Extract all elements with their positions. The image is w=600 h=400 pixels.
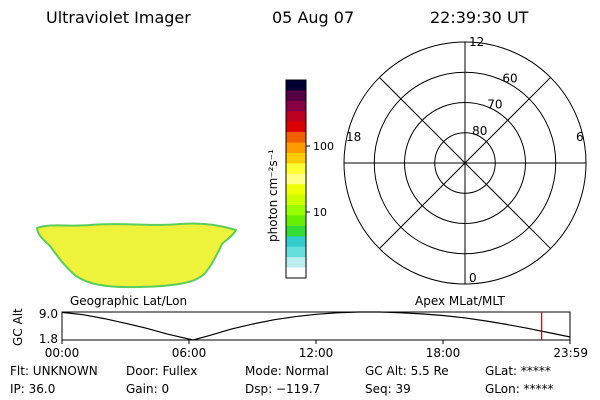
time-label: 22:39:30 UT: [430, 8, 529, 27]
colorbar-segment: [286, 215, 306, 227]
colorbar-segment: [286, 173, 306, 185]
glon-readout: GLon: *****: [485, 382, 554, 396]
date-label: 05 Aug 07: [272, 8, 355, 27]
map-label: Geographic Lat/Lon: [70, 294, 188, 308]
colorbar-segment: [286, 194, 306, 206]
altitude-plot: 9.0 1.8 GC Alt 00:00 06:00 12:00 18:00 23:59: [11, 307, 588, 360]
alt-xtick-label: 18:00: [426, 346, 461, 360]
alt-curve: [61, 311, 570, 341]
alt-xtick-label: 00:00: [45, 346, 80, 360]
polar-diagonal: [379, 77, 551, 249]
door-readout: Door: Fullex: [126, 364, 198, 378]
colorbar-segment: [286, 90, 306, 102]
colorbar-segment: [286, 121, 306, 133]
mlat-label-70: 70: [487, 98, 502, 112]
mlt-label-dusk: 18: [346, 130, 361, 144]
colorbar-tick-label: 100: [313, 140, 334, 153]
alt-xtick-label: 06:00: [172, 346, 207, 360]
alt-xtick-label: 12:00: [299, 346, 334, 360]
colorbar-segment: [286, 100, 306, 112]
alt-ymin-label: 1.8: [39, 332, 58, 346]
colorbar-segment: [286, 184, 306, 196]
alt-ymax-label: 9.0: [39, 307, 58, 321]
glat-readout: GLat: *****: [485, 364, 551, 378]
mlat-label-60: 60: [502, 71, 517, 85]
dsp-readout: Dsp: −119.7: [245, 382, 321, 396]
seq-readout: Seq: 39: [365, 382, 411, 396]
colorbar-segment: [286, 205, 306, 216]
colorbar-segment: [286, 246, 306, 258]
colorbar-label: photon cm⁻²s⁻¹: [266, 149, 280, 242]
colorbar-segment: [286, 163, 306, 175]
colorbar-segment: [286, 80, 306, 91]
mlt-label-dawn: 6: [576, 130, 584, 144]
colorbar-segment: [286, 236, 306, 248]
gc-alt-readout: GC Alt: 5.5 Re: [365, 364, 449, 378]
colorbar-segment: [286, 152, 306, 164]
colorbar: 100 10: [285, 79, 334, 279]
geographic-map: [35, 222, 238, 289]
colorbar-segment: [286, 111, 306, 123]
gain-readout: Gain: 0: [126, 382, 170, 396]
colorbar-segment: [286, 132, 306, 144]
filter-readout: Flt: UNKNOWN: [10, 364, 98, 378]
colorbar-segment: [286, 257, 306, 269]
mode-readout: Mode: Normal: [245, 364, 329, 378]
ip-readout: IP: 36.0: [10, 382, 56, 396]
colorbar-segment: [286, 142, 306, 154]
mlat-label-80: 80: [472, 124, 487, 138]
colorbar-frame: [285, 79, 307, 279]
mlt-label-midnight: 0: [469, 271, 477, 285]
mlt-label-noon: 12: [469, 35, 484, 49]
auroral-image: [35, 222, 238, 289]
colorbar-tick-label: 10: [313, 206, 327, 219]
alt-ylabel: GC Alt: [11, 308, 25, 346]
instrument-title: Ultraviolet Imager: [46, 8, 191, 27]
alt-xtick-label: 23:59: [553, 346, 588, 360]
colorbar-segment: [286, 225, 306, 237]
colorbar-segment: [286, 267, 306, 279]
polar-label: Apex MLat/MLT: [415, 294, 505, 308]
